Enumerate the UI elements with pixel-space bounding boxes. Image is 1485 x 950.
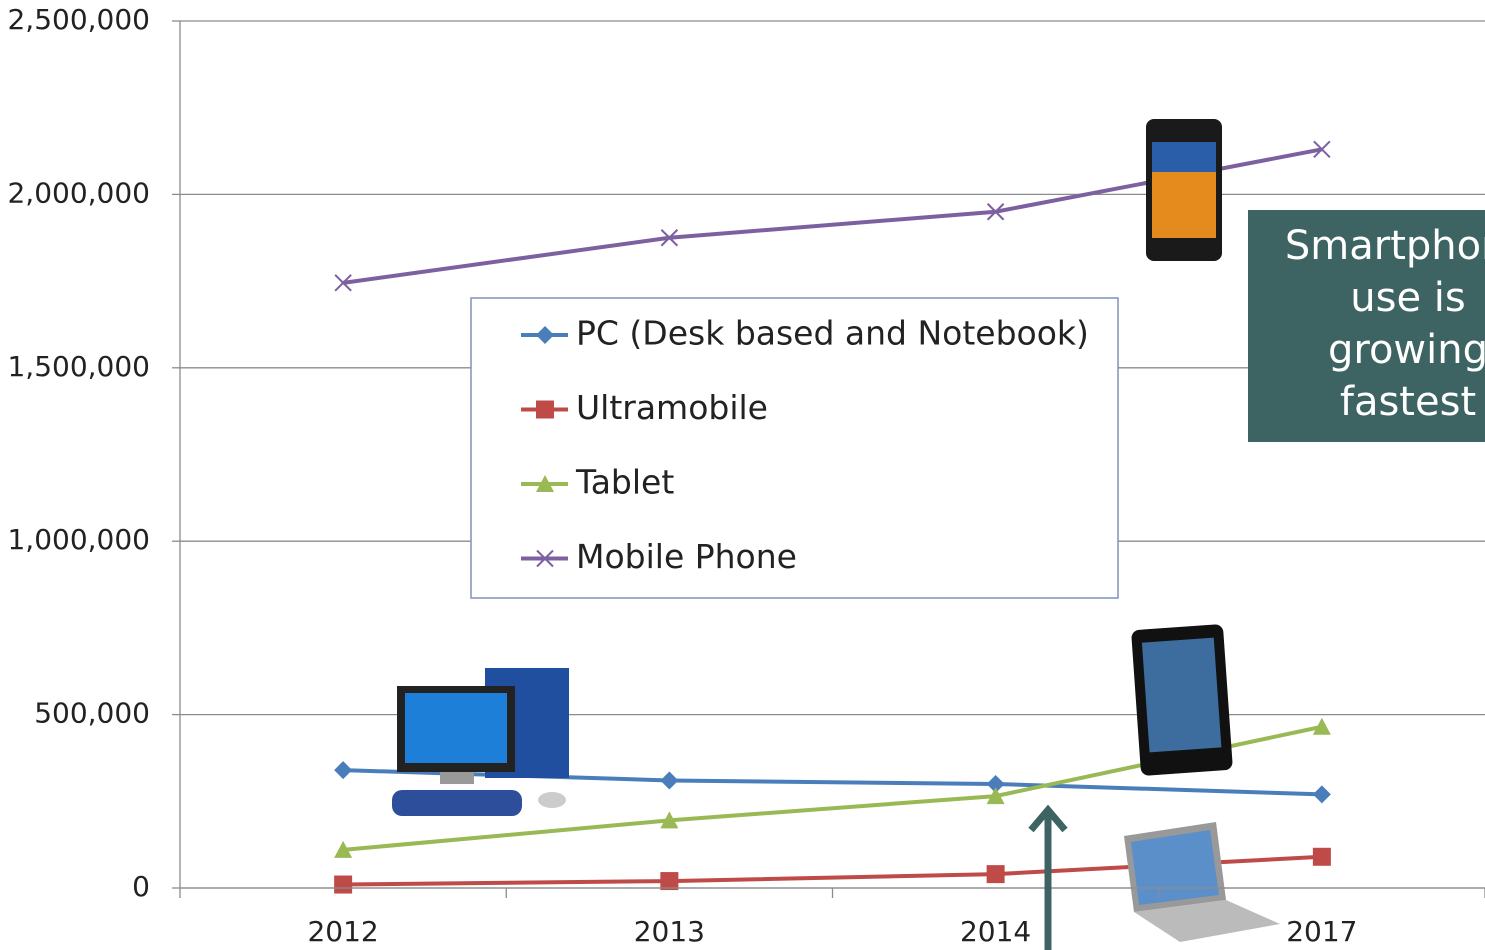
marker — [660, 229, 679, 247]
marker — [536, 549, 554, 568]
marker — [660, 771, 679, 790]
marker — [1313, 140, 1331, 159]
marker — [536, 326, 554, 344]
y-tick-label: 1,000,000 — [7, 523, 150, 556]
marker — [1312, 847, 1331, 866]
legend-label: PC (Desk based and Notebook) — [576, 314, 1089, 353]
x-tick-label: 2017 — [1286, 915, 1357, 948]
phone-screen-top — [1152, 142, 1216, 172]
marker — [660, 872, 679, 891]
y-tick-label: 500,000 — [34, 697, 150, 730]
pc-mouse — [538, 792, 566, 808]
marker — [536, 475, 554, 492]
pc-keyboard — [392, 790, 522, 816]
legend-label: Mobile Phone — [576, 537, 797, 576]
y-tick-label: 2,500,000 — [7, 3, 150, 36]
x-tick-label: 2014 — [960, 915, 1031, 948]
pc-screen — [405, 693, 507, 763]
laptop-screen — [1131, 830, 1219, 905]
marker — [334, 274, 352, 292]
marker — [986, 203, 1005, 221]
marker — [334, 875, 353, 894]
y-tick-label: 2,000,000 — [7, 176, 150, 209]
annotation-box — [1248, 210, 1485, 442]
legend-box — [470, 297, 1119, 599]
marker — [986, 774, 1005, 793]
x-tick-label: 2012 — [307, 915, 378, 948]
legend-label: Ultramobile — [576, 388, 768, 427]
arrow-head — [1028, 804, 1068, 833]
marker — [1312, 717, 1331, 735]
marker — [536, 400, 554, 419]
x-tick-label: 2013 — [634, 915, 705, 948]
laptop-base — [1134, 900, 1280, 942]
marker — [660, 811, 679, 829]
tablet-screen — [1141, 637, 1222, 753]
device-icons — [392, 119, 1280, 942]
y-tick-label: 1,500,000 — [7, 350, 150, 383]
marker — [334, 840, 353, 858]
marker — [986, 787, 1005, 805]
marker — [1312, 785, 1331, 804]
legend-label: Tablet — [575, 463, 674, 502]
marker — [334, 761, 353, 780]
marker — [986, 865, 1005, 884]
pc-stand — [440, 772, 474, 784]
legend: PC (Desk based and Notebook) Ultramobile T… — [470, 297, 1119, 599]
y-tick-label: 0 — [132, 870, 150, 903]
